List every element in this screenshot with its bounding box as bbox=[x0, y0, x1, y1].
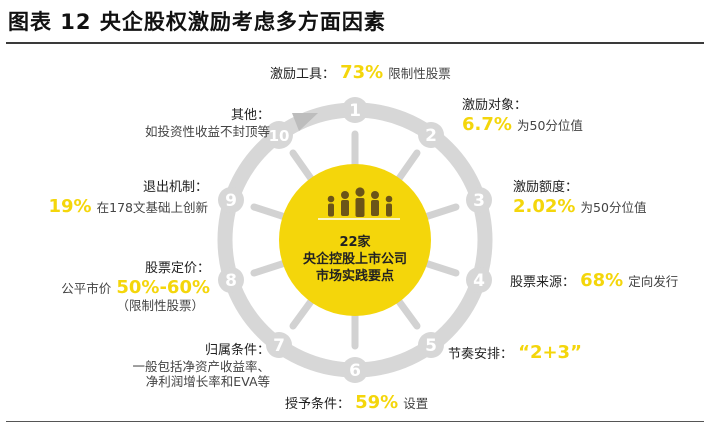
factor-8-key: 股票定价： bbox=[144, 261, 210, 276]
node-7-bubble: 7 bbox=[266, 332, 292, 358]
factor-1-desc: 限制性股票 bbox=[388, 66, 451, 81]
factor-4-value: 68% bbox=[580, 270, 624, 291]
center-line-2: 央企控股上市公司 bbox=[303, 251, 407, 267]
node-9-number: 9 bbox=[225, 191, 237, 211]
factor-3-desc: 为50分位值 bbox=[580, 199, 647, 215]
node-2-number: 2 bbox=[425, 126, 437, 146]
factor-4-label: 股票来源： 68% 定向发行 bbox=[510, 270, 678, 292]
number-bubbles: 1 2 3 4 5 6 7 8 9 10 bbox=[218, 97, 492, 383]
people-icon bbox=[327, 187, 393, 217]
spoke-2 bbox=[394, 149, 421, 184]
factor-10-desc: 如投资性收益不封顶等 bbox=[144, 123, 270, 139]
factor-8-label: 股票定价： 公平市价 50%-60% （限制性股票） bbox=[61, 261, 210, 313]
factor-10-label: 其他： 如投资性收益不封顶等 bbox=[145, 108, 270, 139]
factor-1-key: 激励工具： bbox=[270, 67, 336, 82]
factor-2-key: 激励对象： bbox=[462, 98, 528, 113]
factor-2-value: 6.7% bbox=[462, 113, 512, 135]
spoke-8 bbox=[250, 259, 289, 277]
node-2-bubble: 2 bbox=[418, 122, 444, 148]
factor-5-value: “2+3” bbox=[518, 342, 582, 363]
factor-9-desc: 在178文基础上创新 bbox=[96, 199, 208, 215]
factor-5-key: 节奏安排： bbox=[448, 347, 514, 362]
spoke-5 bbox=[394, 296, 421, 330]
node-6-number: 6 bbox=[349, 361, 361, 381]
node-4-bubble: 4 bbox=[466, 267, 492, 293]
factor-3-key: 激励额度： bbox=[513, 180, 579, 195]
factor-4-key: 股票来源： bbox=[510, 275, 576, 290]
node-5-bubble: 5 bbox=[418, 332, 444, 358]
factor-6-label: 授予条件： 59% 设置 bbox=[285, 392, 428, 414]
node-1-bubble: 1 bbox=[342, 97, 368, 123]
factor-7-desc: 一般包括净资产收益率、 bbox=[132, 358, 270, 374]
factor-7-desc-2: 净利润增长率和EVA等 bbox=[145, 373, 270, 389]
spoke-10 bbox=[289, 149, 316, 184]
factor-10-key: 其他： bbox=[230, 108, 270, 123]
node-7-number: 7 bbox=[273, 336, 285, 356]
center-line-1: 22家 bbox=[339, 234, 371, 250]
node-6-bubble: 6 bbox=[342, 357, 368, 383]
factor-3-value: 2.02% bbox=[513, 195, 576, 217]
factor-9-key: 退出机制： bbox=[142, 180, 208, 195]
spoke-7 bbox=[289, 296, 316, 330]
center-line-3: 市场实践要点 bbox=[316, 268, 394, 284]
spoke-4 bbox=[421, 259, 460, 277]
ring-arrow-icon bbox=[292, 113, 318, 131]
node-10-number: 10 bbox=[269, 127, 290, 145]
factor-4-desc: 定向发行 bbox=[628, 274, 679, 289]
factor-1-label: 激励工具： 73% 限制性股票 bbox=[270, 62, 451, 84]
page-title: 图表 12 央企股权激励考虑多方面因素 bbox=[8, 10, 386, 34]
title-divider bbox=[6, 42, 704, 44]
node-5-number: 5 bbox=[425, 336, 437, 356]
bottom-divider bbox=[6, 421, 704, 422]
center-disc bbox=[279, 164, 431, 316]
factor-1-value: 73% bbox=[340, 62, 384, 83]
factor-7-key: 归属条件： bbox=[204, 343, 270, 358]
node-8-bubble: 8 bbox=[218, 267, 244, 293]
factor-9-label: 退出机制： 19% 在178文基础上创新 bbox=[48, 180, 208, 217]
spokes bbox=[250, 130, 460, 350]
factor-8-desc: 公平市价 bbox=[61, 280, 112, 296]
spoke-9 bbox=[250, 203, 289, 221]
factor-6-value: 59% bbox=[355, 392, 399, 413]
node-4-number: 4 bbox=[473, 271, 485, 291]
factor-6-desc: 设置 bbox=[403, 396, 429, 411]
node-3-bubble: 3 bbox=[466, 187, 492, 213]
factor-7-label: 归属条件： 一般包括净资产收益率、 净利润增长率和EVA等 bbox=[132, 343, 270, 389]
node-3-number: 3 bbox=[473, 191, 485, 211]
factor-6-key: 授予条件： bbox=[285, 397, 351, 412]
node-9-bubble: 9 bbox=[218, 187, 244, 213]
factor-2-label: 激励对象： 6.7% 为50分位值 bbox=[462, 98, 583, 135]
spoke-3 bbox=[421, 203, 460, 221]
factor-2-desc: 为50分位值 bbox=[517, 117, 583, 133]
factor-8-desc-2: （限制性股票） bbox=[116, 298, 204, 314]
factor-3-label: 激励额度： 2.02% 为50分位值 bbox=[513, 180, 646, 217]
factor-5-label: 节奏安排： “2+3” bbox=[448, 342, 582, 364]
node-1-number: 1 bbox=[349, 101, 361, 121]
node-8-number: 8 bbox=[225, 271, 237, 291]
factor-9-value: 19% bbox=[48, 195, 92, 217]
node-10-bubble: 10 bbox=[265, 121, 293, 149]
factor-8-value: 50%-60% bbox=[116, 276, 210, 298]
